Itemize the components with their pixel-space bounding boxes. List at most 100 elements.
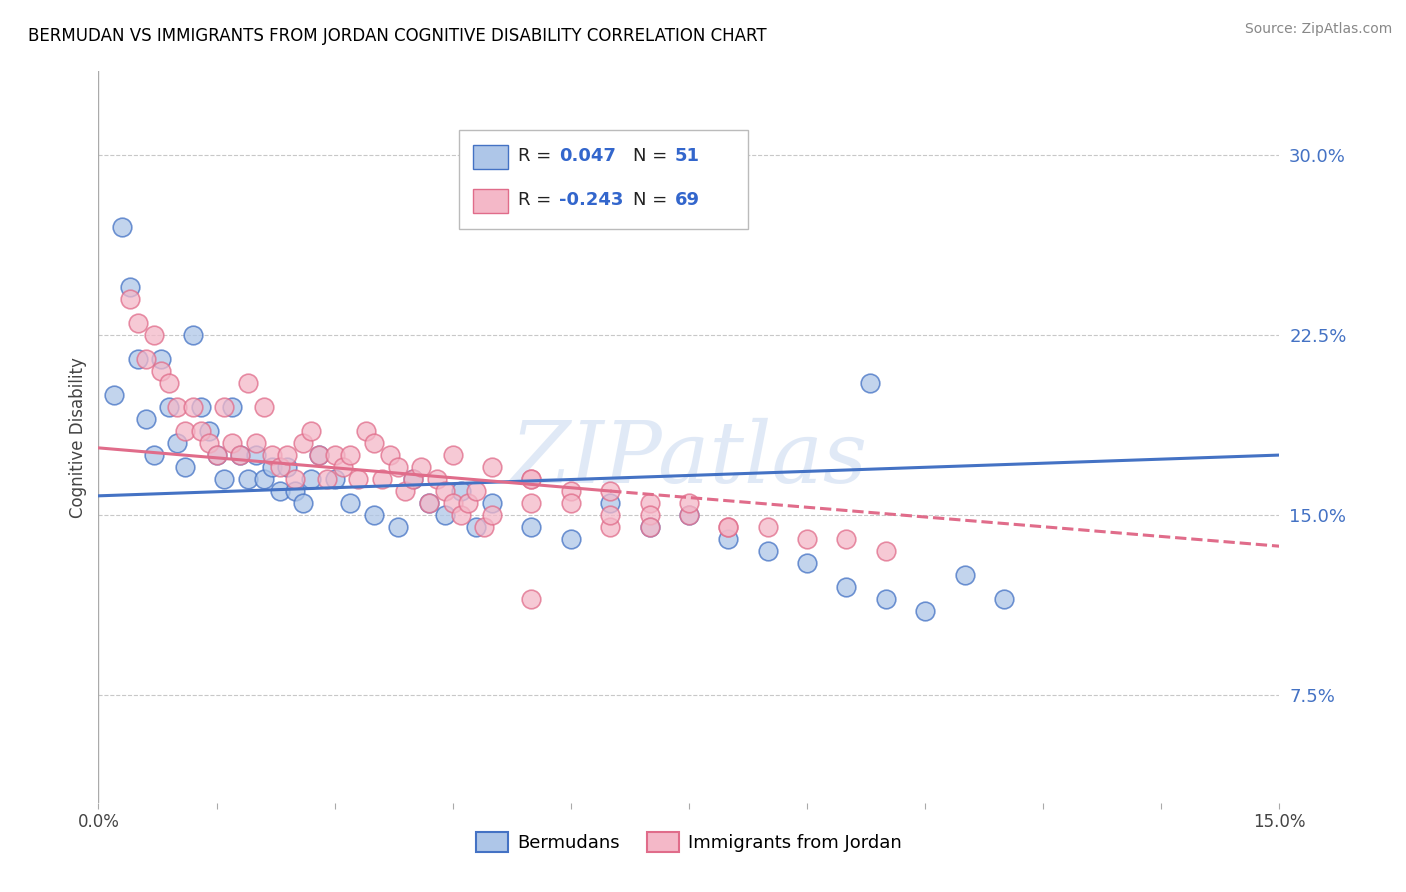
Point [205, 448, 228, 462]
Point [214, 472, 236, 486]
Point [835, 532, 858, 546]
Point [269, 483, 291, 498]
Point [914, 604, 936, 618]
Y-axis label: Cognitive Disability: Cognitive Disability [69, 357, 87, 517]
Point [394, 483, 416, 498]
Point [520, 472, 543, 486]
Point [127, 352, 149, 367]
Text: -0.243: -0.243 [560, 191, 623, 209]
Point [378, 448, 401, 462]
Point [678, 508, 700, 522]
Point [347, 472, 370, 486]
Point [638, 520, 661, 534]
Point [402, 472, 425, 486]
FancyBboxPatch shape [472, 189, 508, 212]
Point [111, 220, 134, 235]
Point [465, 483, 488, 498]
Point [993, 591, 1015, 606]
Point [284, 472, 307, 486]
Point [599, 483, 621, 498]
Point [481, 460, 503, 475]
Point [236, 472, 259, 486]
Point [190, 400, 212, 414]
Point [127, 316, 149, 330]
Point [638, 508, 661, 522]
Point [450, 508, 472, 522]
Point [276, 448, 298, 462]
Point [245, 436, 267, 450]
Point [875, 544, 897, 558]
Point [418, 496, 440, 510]
Text: N =: N = [634, 191, 673, 209]
Point [441, 448, 464, 462]
Point [221, 400, 243, 414]
Text: BERMUDAN VS IMMIGRANTS FROM JORDAN COGNITIVE DISABILITY CORRELATION CHART: BERMUDAN VS IMMIGRANTS FROM JORDAN COGNI… [28, 27, 766, 45]
Point [481, 508, 503, 522]
Point [323, 472, 346, 486]
Point [472, 520, 495, 534]
Point [717, 520, 740, 534]
Point [387, 520, 409, 534]
Point [142, 448, 165, 462]
Point [756, 520, 779, 534]
Point [135, 352, 157, 367]
Point [229, 448, 252, 462]
Point [339, 448, 361, 462]
Text: 0.047: 0.047 [560, 147, 616, 165]
Point [717, 532, 740, 546]
Point [166, 436, 188, 450]
Point [433, 483, 456, 498]
Point [678, 496, 700, 510]
Point [118, 280, 141, 294]
Point [520, 496, 543, 510]
Point [796, 556, 818, 570]
Point [599, 508, 621, 522]
Point [103, 388, 125, 402]
Point [859, 376, 882, 391]
Point [835, 580, 858, 594]
Point [560, 483, 582, 498]
Point [387, 460, 409, 475]
Point [560, 496, 582, 510]
Point [363, 436, 385, 450]
Point [260, 460, 283, 475]
Point [150, 364, 173, 378]
Point [245, 448, 267, 462]
Point [599, 496, 621, 510]
Point [426, 472, 449, 486]
Point [260, 448, 283, 462]
Point [599, 520, 621, 534]
Point [678, 508, 700, 522]
Point [205, 448, 228, 462]
Text: R =: R = [517, 191, 557, 209]
Point [481, 496, 503, 510]
Point [197, 436, 219, 450]
Point [411, 460, 433, 475]
Point [441, 496, 464, 510]
Point [371, 472, 394, 486]
Text: Source: ZipAtlas.com: Source: ZipAtlas.com [1244, 22, 1392, 37]
Point [197, 424, 219, 438]
Point [308, 448, 330, 462]
Point [157, 400, 180, 414]
Point [402, 472, 425, 486]
FancyBboxPatch shape [472, 145, 508, 169]
Point [253, 400, 276, 414]
Point [214, 400, 236, 414]
Point [953, 568, 976, 582]
Point [181, 328, 204, 343]
Point [174, 460, 197, 475]
Text: R =: R = [517, 147, 557, 165]
Point [299, 424, 322, 438]
Point [465, 520, 488, 534]
Point [308, 448, 330, 462]
Point [253, 472, 276, 486]
Point [236, 376, 259, 391]
Point [323, 448, 346, 462]
Text: 51: 51 [675, 147, 700, 165]
Point [292, 496, 315, 510]
Point [135, 412, 157, 426]
Point [638, 496, 661, 510]
Point [520, 520, 543, 534]
Point [157, 376, 180, 391]
